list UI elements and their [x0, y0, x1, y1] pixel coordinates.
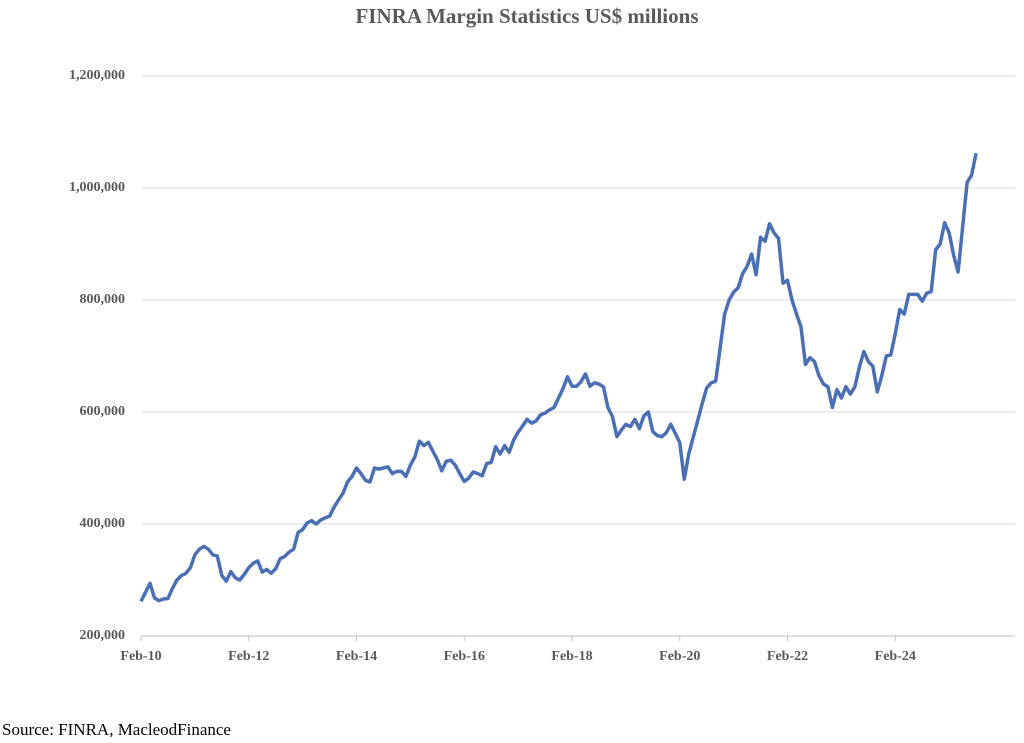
x-tick-label: Feb-14 — [336, 649, 377, 664]
source-note: Source: FINRA, MacleodFinance — [2, 720, 231, 739]
chart-title: FINRA Margin Statistics US$ millions — [355, 4, 698, 28]
y-tick-label: 1,200,000 — [69, 68, 125, 83]
x-tick-label: Feb-22 — [767, 649, 808, 664]
y-tick-label: 1,000,000 — [69, 180, 125, 195]
y-tick-label: 600,000 — [80, 404, 126, 419]
x-tick-label: Feb-24 — [875, 649, 916, 664]
x-tick-label: Feb-18 — [551, 649, 592, 664]
x-tick-label: Feb-10 — [120, 649, 161, 664]
x-tick-label: Feb-16 — [444, 649, 485, 664]
x-tick-label: Feb-12 — [228, 649, 269, 664]
data-line — [139, 152, 978, 603]
y-tick-label: 200,000 — [80, 628, 126, 643]
y-tick-label: 800,000 — [80, 292, 126, 307]
y-tick-label: 400,000 — [80, 516, 126, 531]
x-tick-label: Feb-20 — [659, 649, 700, 664]
